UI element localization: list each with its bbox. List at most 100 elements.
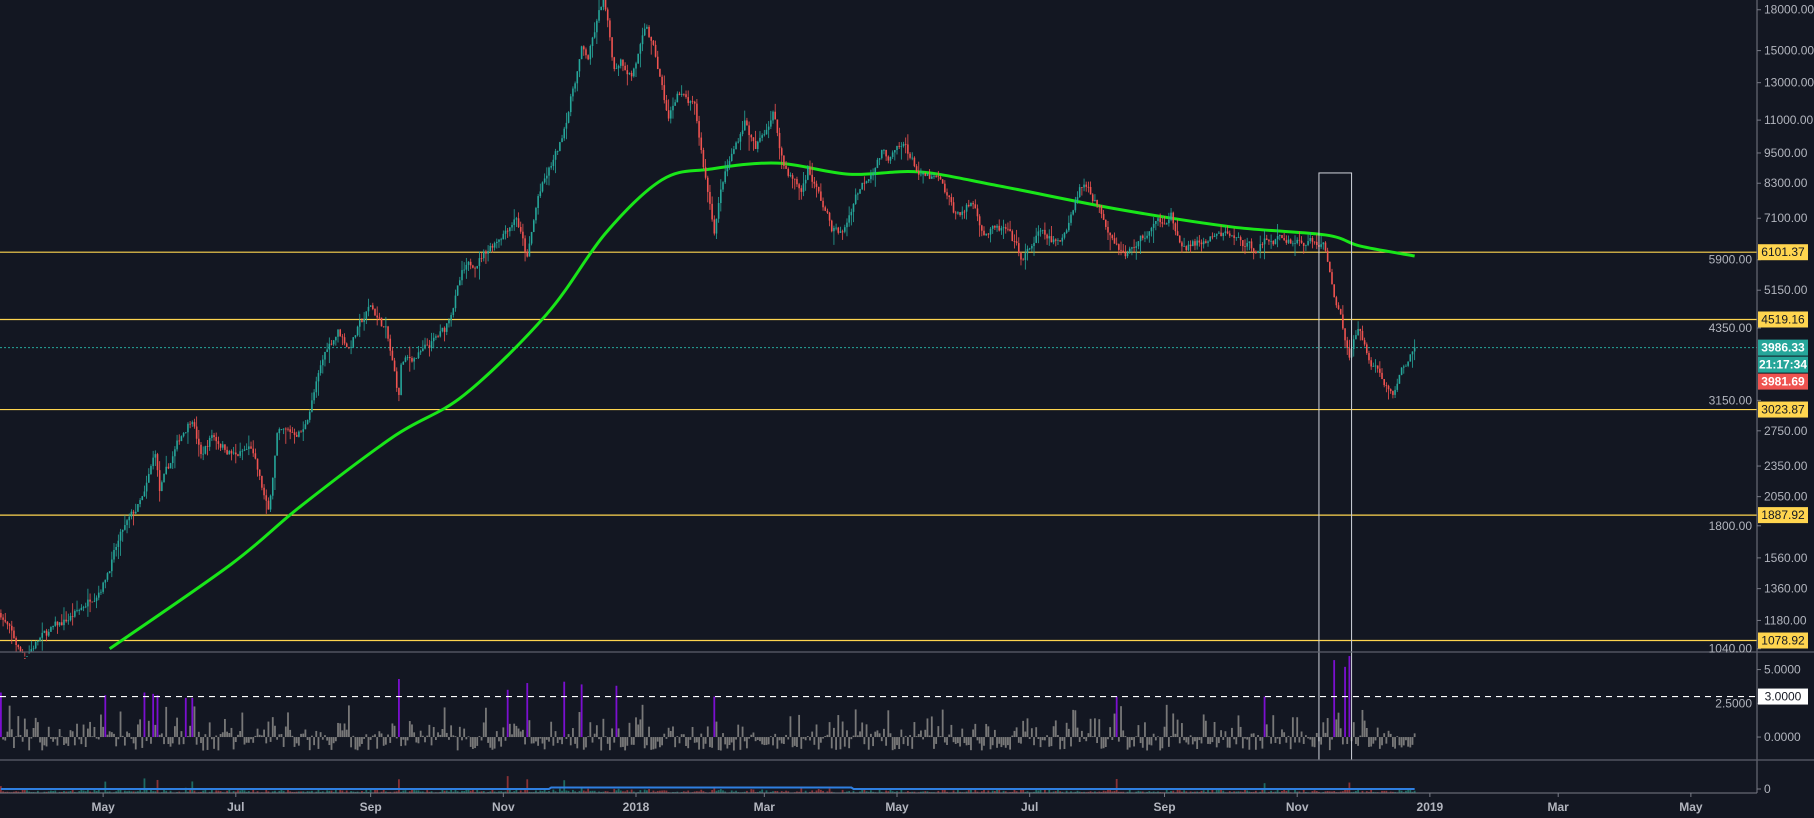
candle-body [274, 455, 276, 478]
candle-body [156, 454, 159, 471]
candle [156, 452, 159, 477]
candle [994, 225, 996, 231]
candle [200, 441, 202, 459]
candle [184, 432, 187, 434]
histogram-bar [1004, 737, 1007, 748]
candle [1089, 181, 1092, 195]
time-tick-label: Nov [492, 800, 515, 814]
histogram-bar [1000, 737, 1003, 748]
histogram-bar [833, 727, 835, 738]
histogram-bar [1089, 718, 1092, 738]
candle [991, 225, 994, 234]
candle [602, 0, 605, 11]
histogram-bar [495, 731, 498, 738]
histogram-bar [582, 737, 585, 750]
candle-body [1265, 238, 1268, 240]
candle [235, 443, 237, 464]
candle-body [1339, 309, 1342, 315]
candle [1248, 241, 1251, 251]
volume-bar [421, 791, 424, 793]
candle [1387, 384, 1390, 400]
secondary-price-tag-background [1758, 373, 1808, 390]
histogram-bar [415, 737, 418, 743]
candle-body [213, 435, 215, 438]
histogram-bar [1378, 737, 1381, 749]
volume-bar [280, 789, 283, 793]
histogram-bar [850, 737, 853, 740]
histogram-bar [50, 737, 52, 739]
candle [1326, 247, 1329, 263]
volume-bar [1039, 788, 1042, 793]
candle [1363, 337, 1366, 347]
volume-bar [752, 789, 755, 793]
candle [285, 427, 287, 444]
candle [47, 629, 50, 638]
candle [356, 325, 359, 337]
candle-body [411, 358, 413, 362]
candle [622, 59, 624, 72]
candle [1370, 357, 1372, 370]
candle-body [959, 212, 961, 215]
candle [1261, 242, 1264, 249]
candle-body [541, 182, 544, 192]
volume-bar [1268, 791, 1270, 793]
candle [885, 149, 887, 161]
candle [750, 134, 753, 142]
candle [1155, 220, 1157, 231]
candle [1137, 241, 1140, 250]
histogram-bar [904, 735, 907, 738]
candle [95, 595, 98, 609]
candle [58, 622, 61, 627]
histogram-bar [1070, 737, 1072, 747]
candle-body [1070, 214, 1072, 223]
volume-bar [922, 791, 924, 793]
histogram-bar [243, 737, 246, 745]
candle-body [998, 225, 1001, 231]
candle-body [256, 458, 259, 470]
volume-bar [711, 790, 714, 793]
candle [1283, 232, 1285, 241]
histogram-bar [1407, 737, 1410, 747]
histogram-bar [395, 737, 398, 739]
candle [998, 219, 1001, 232]
histogram-bar [1041, 737, 1044, 741]
histogram-bar [60, 736, 63, 738]
volume-bar [302, 791, 305, 793]
histogram-bar [267, 721, 270, 738]
candle [730, 148, 733, 162]
candle-body [54, 621, 57, 626]
volume-bar [1004, 791, 1007, 793]
histogram-bar [1215, 737, 1218, 748]
histogram-bar [819, 737, 822, 743]
price-tick-label: 5900.00 [1709, 253, 1753, 267]
candle [833, 225, 835, 245]
volume-bar [848, 791, 851, 793]
candle [239, 442, 241, 458]
volume-bar [143, 778, 146, 793]
candle [859, 188, 861, 194]
candle-body [556, 150, 559, 152]
histogram-bar [789, 716, 792, 738]
candle [432, 332, 435, 349]
volume-bar [117, 788, 120, 793]
volume-bar [1413, 790, 1416, 793]
candle-body [1398, 374, 1401, 384]
histogram-bar [1322, 722, 1325, 738]
candle [1342, 305, 1344, 330]
histogram-bar [567, 734, 570, 738]
histogram-bar [1370, 737, 1373, 747]
candle [430, 332, 433, 352]
volume-bar [1311, 791, 1314, 793]
volume-bar [1178, 790, 1181, 793]
candle [1020, 251, 1022, 266]
candle-body [950, 197, 953, 203]
candle [609, 18, 611, 41]
volume-bar [274, 790, 276, 793]
candle-body [174, 449, 176, 457]
candle [1405, 364, 1407, 367]
volume-bar [297, 791, 300, 793]
candle [683, 93, 685, 97]
candle-body [580, 46, 583, 60]
candle [395, 367, 398, 392]
